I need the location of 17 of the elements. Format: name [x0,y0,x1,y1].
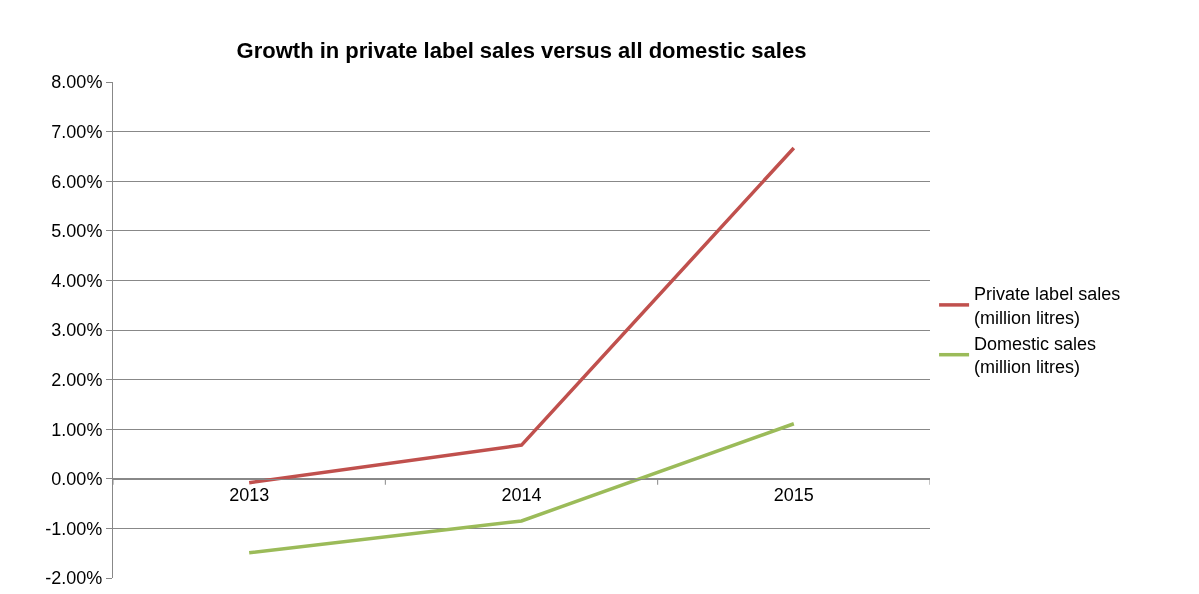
y-tick-label: -1.00% [45,518,103,539]
y-tick-label: 0.00% [51,469,103,490]
y-tick-label: 2.00% [51,369,103,390]
y-tick-label: 1.00% [51,419,103,440]
y-tick-label: 8.00% [51,72,103,93]
y-tick-label: 7.00% [51,121,103,142]
chart-title: Growth in private label sales versus all domestic sales [236,38,807,64]
x-tick-label: 2014 [501,485,542,506]
y-tick-label: 5.00% [51,221,103,242]
y-tick-label: 3.00% [51,320,103,341]
y-tick-label: -2.00% [45,568,103,589]
legend-label: Domestic sales (million litres) [974,334,1097,378]
y-tick-label: 4.00% [51,270,103,291]
legend-label: Private label sales (million litres) [974,284,1121,328]
x-tick-label: 2013 [229,485,270,506]
x-tick-label: 2015 [773,485,814,506]
y-tick-label: 6.00% [51,171,103,192]
